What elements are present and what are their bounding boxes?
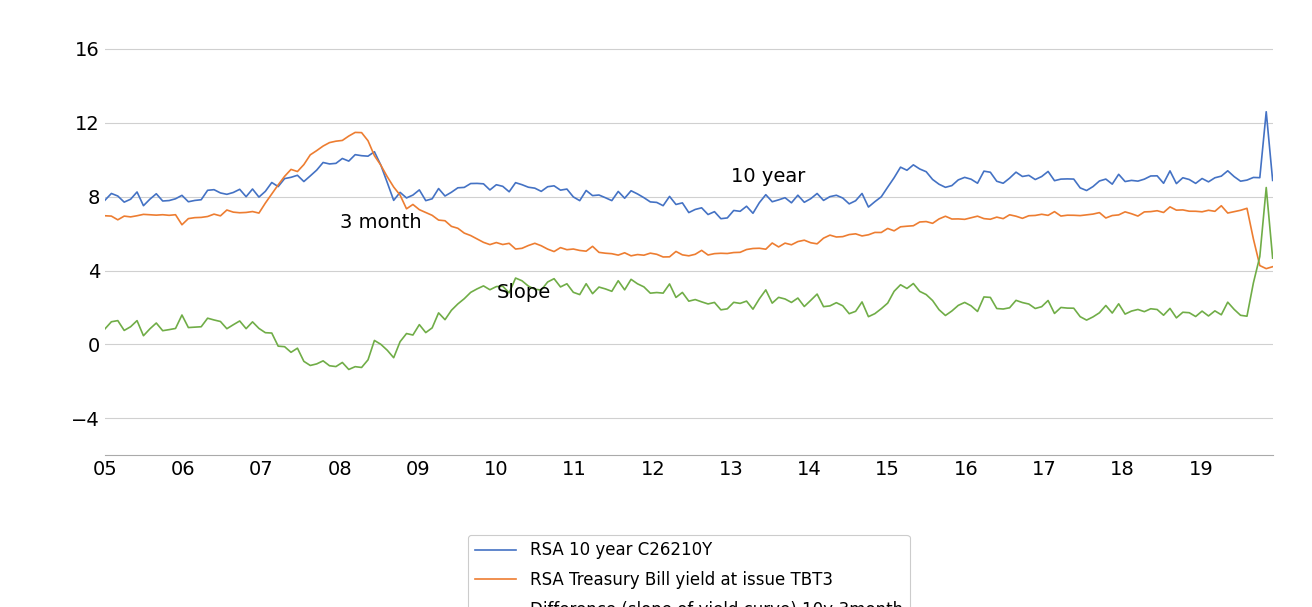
Difference (slope of yield curve) 10y-3month [277,343,293,350]
RSA 10 year C26210Y [277,175,293,182]
RSA Treasury Bill yield at issue TBT3 [470,236,485,243]
RSA 10 year C26210Y [1258,108,1274,115]
Difference (slope of yield curve) 10y-3month [1258,184,1274,191]
Difference (slope of yield curve) 10y-3month [470,285,485,293]
RSA 10 year C26210Y [712,215,728,222]
RSA 10 year C26210Y [251,194,266,201]
RSA Treasury Bill yield at issue TBT3 [97,212,113,219]
Difference (slope of yield curve) 10y-3month [604,288,619,295]
Line: RSA 10 year C26210Y: RSA 10 year C26210Y [105,112,1273,219]
RSA Treasury Bill yield at issue TBT3 [348,129,363,136]
Text: 10 year: 10 year [731,167,806,186]
RSA 10 year C26210Y [463,180,479,187]
Difference (slope of yield curve) 10y-3month [1265,254,1281,262]
Difference (slope of yield curve) 10y-3month [251,325,266,332]
Difference (slope of yield curve) 10y-3month [97,325,113,333]
RSA Treasury Bill yield at issue TBT3 [694,246,710,254]
RSA Treasury Bill yield at issue TBT3 [277,172,293,180]
RSA 10 year C26210Y [687,206,703,213]
Line: RSA Treasury Bill yield at issue TBT3: RSA Treasury Bill yield at issue TBT3 [105,132,1273,269]
RSA Treasury Bill yield at issue TBT3 [104,212,119,220]
Text: 3 month: 3 month [340,213,421,232]
Text: Slope: Slope [496,283,551,302]
RSA Treasury Bill yield at issue TBT3 [604,250,619,257]
Line: Difference (slope of yield curve) 10y-3month: Difference (slope of yield curve) 10y-3m… [105,188,1273,370]
RSA 10 year C26210Y [597,194,613,202]
Difference (slope of yield curve) 10y-3month [104,318,119,325]
Difference (slope of yield curve) 10y-3month [694,298,710,305]
Difference (slope of yield curve) 10y-3month [341,366,357,373]
Legend: RSA 10 year C26210Y, RSA Treasury Bill yield at issue TBT3, Difference (slope of: RSA 10 year C26210Y, RSA Treasury Bill y… [468,535,909,607]
RSA 10 year C26210Y [1265,177,1281,184]
RSA Treasury Bill yield at issue TBT3 [1265,263,1281,270]
RSA 10 year C26210Y [97,197,113,204]
RSA Treasury Bill yield at issue TBT3 [1258,265,1274,273]
RSA 10 year C26210Y [104,190,119,197]
RSA Treasury Bill yield at issue TBT3 [251,209,266,217]
